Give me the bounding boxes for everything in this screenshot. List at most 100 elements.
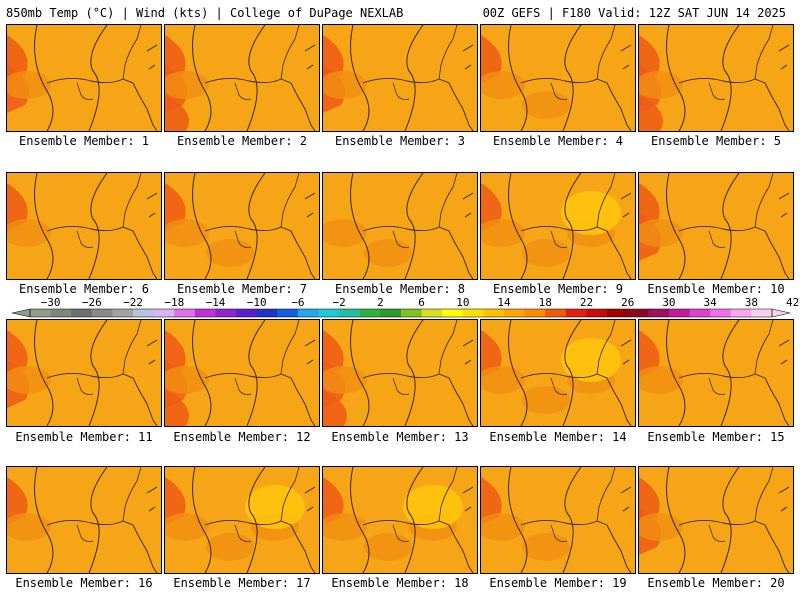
colorbar-swatch: [215, 309, 237, 317]
ensemble-member-map: [322, 466, 478, 574]
colorbar-swatch: [30, 309, 52, 317]
colorbar-swatch: [462, 309, 484, 317]
ensemble-member-label: Ensemble Member: 13: [331, 430, 469, 444]
ensemble-member-label: Ensemble Member: 3: [334, 134, 466, 148]
map-title: 850mb Temp (°C) | Wind (kts) | College o…: [6, 6, 404, 20]
ensemble-member-map: [480, 466, 636, 574]
colorbar-swatch: [668, 309, 691, 317]
colorbar-swatch: [401, 309, 423, 317]
ensemble-member-map: [164, 319, 320, 427]
colorbar-tick-label: 26: [621, 296, 634, 309]
colorbar-outline: [29, 308, 773, 318]
colorbar-swatch: [627, 309, 649, 317]
colorbar-tick-label: 14: [497, 296, 511, 309]
colorbar-tick-label: −26: [82, 296, 102, 309]
ensemble-member-label: Ensemble Member: 8: [334, 282, 466, 296]
colorbar-swatch: [524, 309, 546, 317]
valid-time-label: 00Z GEFS | F180 Valid: 12Z SAT JUN 14 20…: [482, 6, 786, 20]
colorbar-tick-label: 10: [456, 296, 469, 309]
colorbar-swatch: [648, 309, 670, 317]
ensemble-member-label: Ensemble Member: 14: [489, 430, 627, 444]
colorbar-swatch: [112, 309, 134, 317]
colorbar-tick-label: 22: [580, 296, 593, 309]
colorbar-swatch: [50, 309, 72, 317]
colorbar-tick-label: −14: [206, 296, 226, 309]
colorbar-max-arrow: [771, 308, 791, 318]
colorbar-tick-label: −2: [333, 296, 346, 309]
colorbar-swatch: [751, 309, 773, 317]
colorbar-swatch: [483, 309, 505, 317]
colorbar-swatch: [236, 309, 258, 317]
ensemble-member-map: [6, 172, 162, 280]
ensemble-member-map: [164, 172, 320, 280]
ensemble-member-map: [638, 24, 794, 132]
ensemble-member-map: [480, 319, 636, 427]
colorbar-tick-label: 30: [662, 296, 675, 309]
ensemble-member-label: Ensemble Member: 6: [18, 282, 150, 296]
ensemble-member-label: Ensemble Member: 2: [176, 134, 308, 148]
colorbar-tick-label: 18: [539, 296, 552, 309]
ensemble-member-label: Ensemble Member: 16: [15, 576, 153, 590]
colorbar-tick-label: 34: [704, 296, 718, 309]
colorbar-swatch: [380, 309, 402, 317]
colorbar-swatch: [318, 309, 340, 317]
ensemble-member-label: Ensemble Member: 5: [650, 134, 782, 148]
ensemble-member-map: [322, 172, 478, 280]
colorbar-tick-label: −6: [291, 296, 304, 309]
colorbar-tick-label: −30: [41, 296, 61, 309]
colorbar-tick-label: −10: [247, 296, 267, 309]
colorbar-swatch: [607, 309, 629, 317]
ensemble-member-label: Ensemble Member: 15: [647, 430, 785, 444]
colorbar-swatch: [359, 309, 381, 317]
ensemble-member-label: Ensemble Member: 7: [176, 282, 308, 296]
colorbar-tick-label: 6: [418, 296, 425, 309]
ensemble-member-label: Ensemble Member: 18: [331, 576, 469, 590]
colorbar-tick-label: 2: [377, 296, 384, 309]
colorbar-swatch: [133, 309, 155, 317]
ensemble-member-map: [6, 466, 162, 574]
colorbar-swatch: [586, 309, 608, 317]
colorbar-swatch: [153, 309, 175, 317]
ensemble-member-map: [164, 466, 320, 574]
ensemble-member-map: [164, 24, 320, 132]
colorbar-swatch: [339, 309, 361, 317]
ensemble-member-map: [638, 466, 794, 574]
ensemble-member-label: Ensemble Member: 9: [492, 282, 624, 296]
ensemble-member-map: [322, 24, 478, 132]
colorbar-swatch: [689, 309, 711, 317]
colorbar-swatch: [174, 309, 196, 317]
colorbar-swatch: [194, 309, 216, 317]
colorbar-min-arrow: [11, 308, 31, 318]
colorbar-swatch: [277, 309, 299, 317]
colorbar-tick-label: 42: [786, 296, 799, 309]
ensemble-member-map: [6, 24, 162, 132]
colorbar-swatch: [91, 309, 113, 317]
ensemble-member-map: [638, 172, 794, 280]
colorbar-swatch: [545, 309, 567, 317]
colorbar-swatch: [504, 309, 526, 317]
colorbar-tick-label: −22: [123, 296, 143, 309]
colorbar-swatch: [442, 309, 464, 317]
colorbar-swatch: [710, 309, 732, 317]
ensemble-member-label: Ensemble Member: 4: [492, 134, 624, 148]
colorbar-swatch: [71, 309, 93, 317]
colorbar-swatch: [730, 309, 752, 317]
ensemble-member-map: [480, 24, 636, 132]
temperature-colorbar: −30 −26 −22 −18 −14 −10 −6 −2 2 6 10 14 18 22 26 30 34 38…: [11, 296, 799, 318]
ensemble-member-map: [6, 319, 162, 427]
colorbar-swatch: [421, 309, 443, 317]
ensemble-member-label: Ensemble Member: 11: [15, 430, 153, 444]
colorbar-swatch: [565, 309, 587, 317]
ensemble-member-label: Ensemble Member: 1: [18, 134, 150, 148]
ensemble-member-label: Ensemble Member: 10: [647, 282, 785, 296]
ensemble-member-map: [480, 172, 636, 280]
ensemble-member-label: Ensemble Member: 19: [489, 576, 627, 590]
colorbar-tick-label: 38: [745, 296, 758, 309]
colorbar-swatch: [297, 309, 320, 317]
ensemble-member-label: Ensemble Member: 17: [173, 576, 311, 590]
colorbar-swatch: [256, 309, 278, 317]
ensemble-member-label: Ensemble Member: 12: [173, 430, 311, 444]
ensemble-member-map: [322, 319, 478, 427]
ensemble-member-label: Ensemble Member: 20: [647, 576, 785, 590]
colorbar-tick-label: −18: [164, 296, 184, 309]
